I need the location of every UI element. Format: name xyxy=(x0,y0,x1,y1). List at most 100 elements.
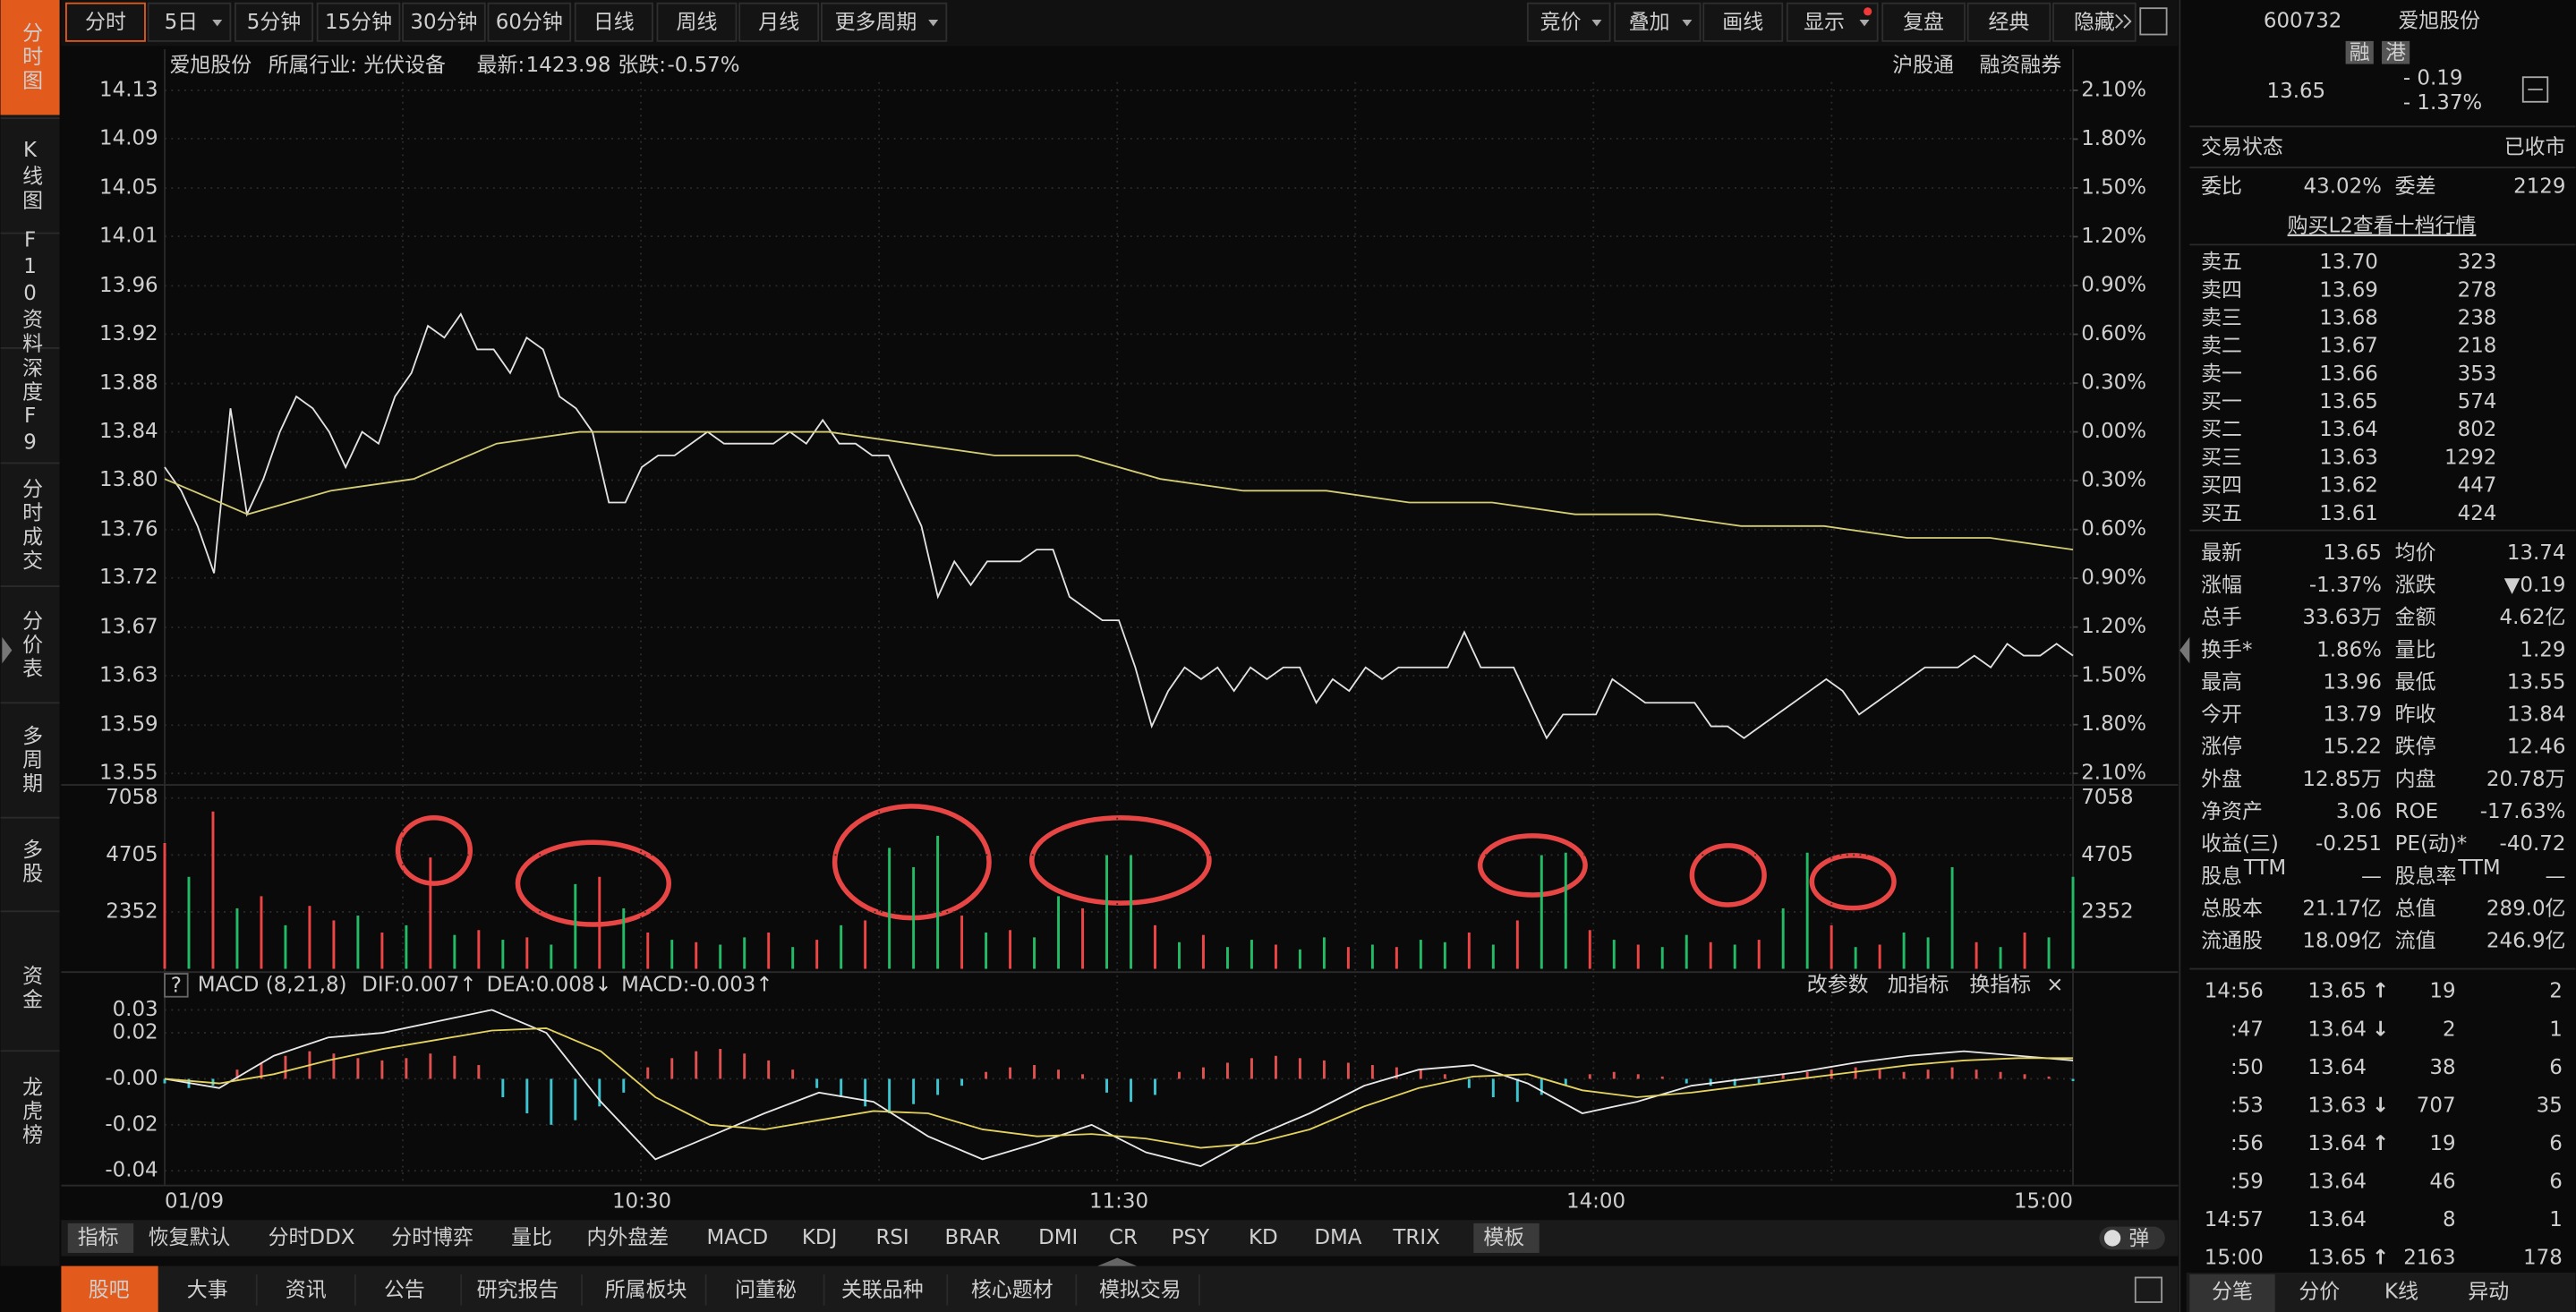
link[interactable]: 融资融券 xyxy=(1979,54,2061,77)
dropdown-arrow xyxy=(212,20,223,27)
collapse-handle[interactable] xyxy=(2,636,13,664)
annotation-circle xyxy=(1029,814,1212,906)
order-level: 卖四 xyxy=(2201,278,2242,302)
order-level: 买五 xyxy=(2201,502,2242,525)
sidebar-tab[interactable]: F10资料 xyxy=(19,228,43,355)
period-button[interactable] xyxy=(316,2,401,42)
stat-value: 18.09亿 xyxy=(2302,930,2382,953)
indicator-tab[interactable]: 量比 xyxy=(511,1226,552,1249)
sidebar-tab[interactable]: 资金 xyxy=(19,965,43,1012)
bottom-tab[interactable]: 资讯 xyxy=(286,1279,327,1302)
y-tick-label: 14.05 xyxy=(99,176,158,200)
indicator-tab[interactable]: DMI xyxy=(1038,1226,1078,1249)
indicator-tab[interactable]: 分时DDX xyxy=(269,1226,355,1249)
indicator-tab[interactable]: 模板 xyxy=(1483,1226,1524,1249)
quote-tab[interactable]: K线 xyxy=(2384,1280,2418,1303)
order-price: 13.69 xyxy=(2319,278,2378,302)
sidebar-tab[interactable]: 分时图 xyxy=(19,21,42,93)
fullscreen-button[interactable] xyxy=(2139,7,2168,36)
bottom-tab[interactable]: 关联品种 xyxy=(841,1279,924,1302)
y-tick-label: 14.01 xyxy=(99,225,158,248)
price-line xyxy=(164,312,2074,740)
quote-tab[interactable]: 异动 xyxy=(2468,1280,2509,1303)
bottom-tab[interactable]: 核心题材 xyxy=(971,1279,1053,1302)
collapse-handle[interactable] xyxy=(2179,636,2190,664)
export-button[interactable] xyxy=(2134,1276,2163,1303)
sidebar-tab[interactable]: 分价表 xyxy=(19,609,43,681)
indicator-tab[interactable]: MACD xyxy=(706,1226,768,1249)
order-volume: 323 xyxy=(2458,251,2497,274)
indicator-tab[interactable]: 分时博弈 xyxy=(391,1226,473,1249)
indicator-tab[interactable]: TRIX xyxy=(1392,1226,1439,1249)
period-button[interactable] xyxy=(402,2,486,42)
tool-button[interactable] xyxy=(1966,2,2051,42)
period-button[interactable] xyxy=(147,2,232,42)
indicator-tab[interactable]: RSI xyxy=(875,1226,908,1249)
indicator-tab[interactable]: PSY xyxy=(1172,1226,1210,1249)
sidebar-tab[interactable]: 多股 xyxy=(19,839,43,886)
stat-label: 今开 xyxy=(2201,703,2242,727)
trade-time: :53 xyxy=(2231,1094,2264,1117)
sidebar-tab[interactable]: 多周期 xyxy=(19,725,43,797)
stock-name: 爱旭股份 xyxy=(170,54,252,77)
sidebar-tab[interactable]: 龙虎榜 xyxy=(19,1076,43,1147)
sidebar-tab[interactable]: K线图 xyxy=(19,139,42,213)
x-tick-label: 01/09 xyxy=(165,1190,224,1214)
bottom-tab[interactable]: 模拟交易 xyxy=(1099,1279,1181,1302)
period-button[interactable] xyxy=(234,2,314,42)
order-price: 13.68 xyxy=(2319,306,2378,329)
quote-tab[interactable]: 分笔 xyxy=(2212,1280,2253,1303)
sidebar-tab[interactable]: 深度F9 xyxy=(19,357,43,458)
indicator-action[interactable]: 换指标 xyxy=(1969,973,2031,996)
quote-tab[interactable]: 分价 xyxy=(2299,1280,2340,1303)
stock-name: 爱旭股份 xyxy=(2398,9,2480,32)
sidebar-tab[interactable]: 分时成交 xyxy=(19,478,43,573)
indicator-name: MACD (8,21,8) xyxy=(198,973,347,996)
annotation-circle xyxy=(1477,833,1588,898)
period-button[interactable] xyxy=(738,2,820,42)
order-level: 买一 xyxy=(2201,390,2242,413)
indicator-tab[interactable]: 指标 xyxy=(78,1226,119,1249)
stat-value: 3.06 xyxy=(2336,800,2382,823)
indicator-action[interactable]: × xyxy=(2046,973,2063,996)
dropdown-arrow xyxy=(1859,20,1870,27)
indicator-tab[interactable]: KD xyxy=(1249,1226,1278,1249)
bottom-tab[interactable]: 研究报告 xyxy=(477,1279,559,1302)
indicator-tab[interactable]: KDJ xyxy=(802,1226,837,1249)
bottom-tab[interactable]: 问董秘 xyxy=(735,1279,797,1302)
minimize-button[interactable] xyxy=(2521,76,2549,103)
dropdown-arrow xyxy=(1682,20,1693,27)
indicator-tab[interactable]: BRAR xyxy=(945,1226,1001,1249)
trade-volume: 8 xyxy=(2443,1208,2456,1231)
indicator-action[interactable]: 改参数 xyxy=(1807,973,1869,996)
stat-value: 289.0亿 xyxy=(2486,897,2566,920)
tool-button[interactable] xyxy=(1702,2,1784,42)
trade-count: 1 xyxy=(2549,1018,2563,1041)
period-button[interactable] xyxy=(656,2,738,42)
indicator-tab[interactable]: 内外盘差 xyxy=(587,1226,670,1249)
period-button[interactable] xyxy=(64,2,146,42)
y-tick-label: 2352 xyxy=(106,899,158,923)
y-tick-label: -0.00 xyxy=(105,1067,158,1090)
order-price: 13.65 xyxy=(2319,390,2378,413)
bottom-tab[interactable]: 股吧 xyxy=(89,1279,130,1302)
indicator-tab[interactable]: CR xyxy=(1109,1226,1138,1249)
l2-link[interactable]: 购买L2查看十档行情 xyxy=(2288,215,2477,238)
stat-value: 13.79 xyxy=(2323,703,2382,727)
bottom-tab[interactable]: 公告 xyxy=(384,1279,425,1302)
period-button[interactable] xyxy=(821,2,948,42)
trade-price: 13.65 xyxy=(2307,1247,2367,1270)
order-volume: 238 xyxy=(2458,306,2497,329)
bottom-tab[interactable]: 所属板块 xyxy=(605,1279,687,1302)
indicator-action[interactable]: 加指标 xyxy=(1888,973,1949,996)
period-button[interactable] xyxy=(487,2,572,42)
link[interactable]: 沪股通 xyxy=(1892,54,1954,77)
period-tab: 60分钟 xyxy=(496,11,563,34)
bottom-tab[interactable]: 大事 xyxy=(187,1279,228,1302)
period-button[interactable] xyxy=(574,2,653,42)
indicator-tab[interactable]: DMA xyxy=(1314,1226,1361,1249)
indicator-tab[interactable]: 恢复默认 xyxy=(149,1226,231,1249)
trade-volume: 46 xyxy=(2429,1171,2455,1194)
tool-button[interactable] xyxy=(1881,2,1966,42)
